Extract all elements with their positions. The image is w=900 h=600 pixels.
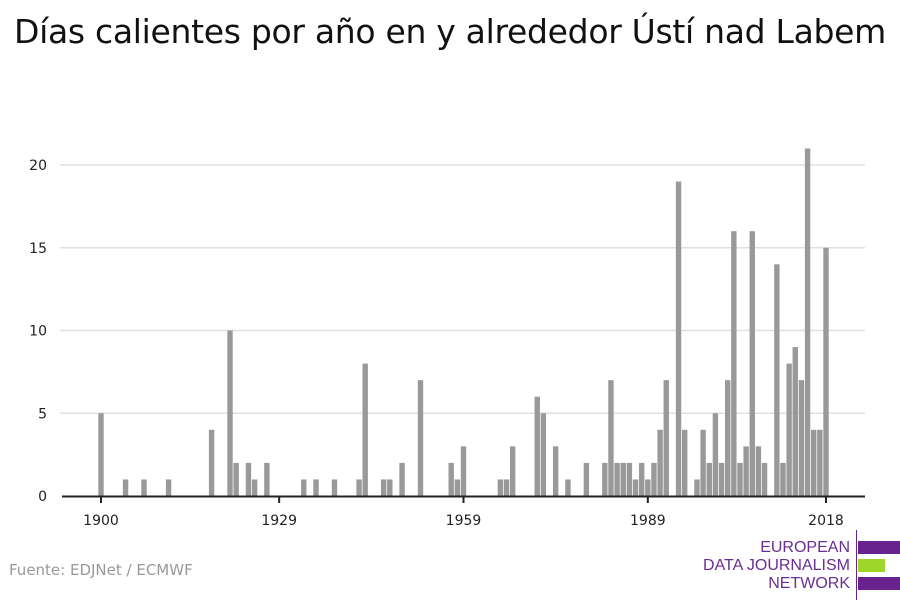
bar-1983 — [608, 380, 614, 496]
bar-2008 — [761, 462, 768, 496]
x-tick-label: 1989 — [630, 513, 666, 529]
bar-1911 — [165, 479, 172, 496]
bar-1984 — [614, 462, 620, 496]
bar-1924 — [245, 462, 252, 496]
bar-2000 — [712, 413, 719, 496]
bar-1900 — [98, 413, 104, 496]
x-axis: 1900 1929 1959 1989 2018 — [62, 495, 865, 529]
bar-2007 — [755, 446, 762, 496]
bar-1985 — [620, 462, 626, 496]
bar-1952 — [417, 380, 424, 496]
bar-1999 — [706, 462, 712, 496]
bar-2006 — [749, 231, 755, 496]
bar-2018 — [823, 247, 829, 496]
bar-2014 — [798, 380, 805, 496]
bar-1967 — [509, 446, 516, 496]
bar-1947 — [387, 479, 393, 496]
bar-1989 — [645, 479, 651, 496]
bar-1933 — [301, 479, 307, 496]
bars — [98, 148, 829, 497]
bar-1957 — [448, 462, 454, 496]
logo-bar-purple-top — [858, 541, 900, 554]
bar-2012 — [786, 363, 792, 496]
bar-1966 — [503, 479, 510, 496]
edjnet-logo[interactable]: EUROPEAN DATA JOURNALISM NETWORK — [700, 530, 900, 600]
logo-line-3: NETWORK — [768, 575, 850, 592]
bar-2004 — [737, 462, 743, 496]
logo-line-1: EUROPEAN — [760, 539, 850, 556]
chart-title: Días calientes por año en y alrededor Ús… — [14, 12, 886, 51]
logo-bar-purple-bottom — [858, 577, 900, 590]
bar-2003 — [731, 231, 737, 496]
y-tick-label: 20 — [29, 158, 47, 174]
bar-1994 — [675, 181, 682, 497]
gridlines — [60, 164, 865, 414]
bar-2001 — [718, 462, 725, 496]
bar-1979 — [583, 462, 590, 496]
bar-2013 — [792, 347, 798, 496]
bar-1995 — [681, 429, 688, 496]
y-tick-label: 0 — [38, 489, 47, 505]
bar-1991 — [657, 429, 663, 496]
bar-1986 — [626, 462, 633, 496]
bar-2016 — [811, 429, 817, 496]
bar-1974 — [552, 446, 559, 496]
source-note: Fuente: EDJNet / ECMWF — [9, 561, 193, 579]
y-tick-label: 10 — [29, 324, 47, 340]
bar-1927 — [264, 462, 270, 496]
bar-1958 — [454, 479, 461, 496]
bar-1935 — [313, 479, 319, 496]
bar-1972 — [540, 413, 547, 496]
bar-1938 — [331, 479, 338, 496]
bar-1942 — [356, 479, 362, 496]
bar-1992 — [663, 380, 669, 496]
bar-1943 — [362, 363, 368, 496]
bar-2010 — [774, 264, 780, 496]
y-tick-label: 15 — [29, 241, 47, 257]
x-tick-label: 1929 — [261, 513, 297, 529]
bar-1925 — [251, 479, 258, 496]
x-tick-label: 1959 — [446, 513, 482, 529]
bar-1904 — [122, 479, 129, 496]
bar-1965 — [497, 479, 504, 496]
bar-1988 — [638, 462, 645, 496]
bar-1946 — [380, 479, 387, 496]
bar-1982 — [602, 462, 608, 496]
bar-2017 — [817, 429, 823, 496]
bar-1971 — [534, 396, 540, 496]
bar-2015 — [804, 148, 811, 496]
bar-1987 — [632, 479, 639, 496]
x-tick-label: 1900 — [83, 513, 119, 529]
logo-bar-green — [858, 559, 885, 572]
bar-1959 — [460, 446, 467, 496]
bar-1921 — [227, 330, 233, 496]
bar-2002 — [724, 380, 731, 496]
bar-1998 — [700, 429, 706, 496]
bar-1990 — [651, 462, 657, 496]
bar-1922 — [233, 462, 239, 496]
bar-1997 — [694, 479, 700, 496]
bar-1918 — [208, 429, 215, 496]
bar-2005 — [743, 446, 749, 496]
bar-1907 — [141, 479, 147, 496]
bar-1949 — [399, 462, 405, 496]
y-tick-label: 5 — [38, 406, 47, 422]
logo-divider — [856, 530, 857, 600]
logo-line-2: DATA JOURNALISM — [703, 557, 850, 574]
y-axis: 0 5 10 15 20 — [29, 158, 47, 505]
bar-2011 — [780, 462, 786, 496]
bar-1976 — [565, 479, 571, 496]
x-tick-label: 2018 — [808, 513, 844, 529]
